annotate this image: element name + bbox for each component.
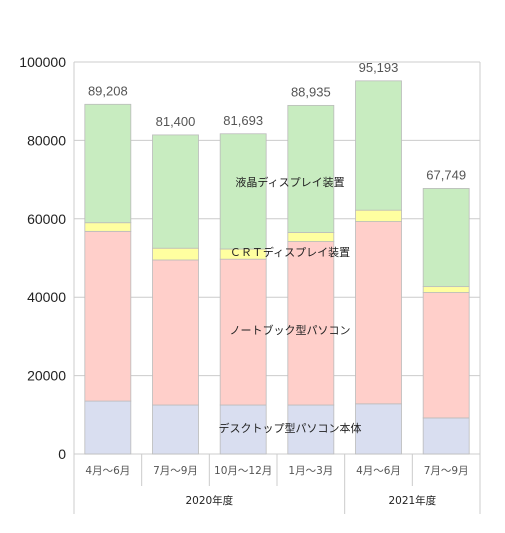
total-label: 81,693 (223, 113, 263, 128)
total-labels: 89,208 81,400 81,693 88,935 95,193 67,74… (88, 60, 466, 183)
x-tick-label: 4月～6月 (85, 465, 130, 477)
y-tick-label: 40000 (27, 289, 66, 305)
bar-segment-notebook (84, 230, 132, 402)
y-tick-label: 0 (58, 446, 66, 462)
total-label: 95,193 (359, 60, 399, 75)
bar-segment-desktop (355, 403, 402, 455)
bar-segment-lcd (84, 103, 132, 224)
bar-segment-crt (287, 232, 335, 242)
x-tick-label: 1月～3月 (288, 465, 333, 477)
total-label: 88,935 (291, 84, 331, 99)
bar-segment-desktop (422, 417, 470, 455)
bar-segment-notebook (287, 241, 335, 406)
series-annotations: 液晶ディスプレイ装置 ＣＲＴディスプレイ装置 ノートブック型パソコン デスクトッ… (219, 175, 362, 435)
bar-stacks (84, 80, 470, 455)
bar-segment-crt (84, 222, 132, 232)
bar-segment-lcd (422, 188, 470, 288)
total-label: 89,208 (88, 83, 128, 98)
x-axis-table (73, 454, 481, 514)
y-tick-label: 60000 (27, 211, 66, 227)
bar-segment-lcd (287, 104, 335, 233)
bar-segment-crt (355, 209, 402, 222)
bar-segment-desktop (219, 404, 267, 455)
bar-segment-lcd (355, 80, 402, 211)
series-label-crt: ＣＲＴディスプレイ装置 (230, 245, 350, 259)
bar-segment-notebook (219, 258, 267, 406)
total-label: 81,400 (156, 114, 196, 129)
bar-segment-notebook (355, 221, 402, 405)
group-label: 2020年度 (185, 494, 233, 507)
bar-segment-notebook (152, 259, 199, 406)
bar-segment-lcd (219, 133, 267, 250)
series-label-lcd: 液晶ディスプレイ装置 (235, 175, 344, 189)
bar-segment-crt (422, 286, 470, 293)
x-tick-label: 10月～12月 (214, 465, 272, 477)
bar-segment-lcd (152, 134, 199, 249)
total-label: 67,749 (426, 167, 466, 182)
y-tick-label: 100000 (19, 54, 66, 70)
bar-segment-crt (152, 247, 199, 261)
bar-segment-desktop (152, 404, 199, 455)
y-axis-ticks: 100000 80000 60000 40000 20000 0 (19, 54, 66, 462)
bar-segment-notebook (422, 292, 470, 419)
series-label-notebook: ノートブック型パソコン (230, 323, 351, 337)
y-tick-label: 20000 (27, 368, 66, 384)
group-label: 2021年度 (388, 494, 436, 507)
bar-segment-desktop (84, 400, 132, 455)
x-tick-label: 4月～6月 (356, 465, 401, 477)
x-axis-groups: 2020年度 2021年度 (185, 494, 436, 507)
x-axis-ticks: 4月～6月 7月～9月 10月～12月 1月～3月 4月～6月 7月～9月 (85, 465, 468, 477)
series-label-desktop: デスクトップ型パソコン本体 (219, 421, 362, 435)
bar-segment-desktop (287, 404, 335, 455)
y-tick-label: 80000 (27, 132, 66, 148)
x-tick-label: 7月～9月 (424, 465, 469, 477)
x-tick-label: 7月～9月 (153, 465, 198, 477)
